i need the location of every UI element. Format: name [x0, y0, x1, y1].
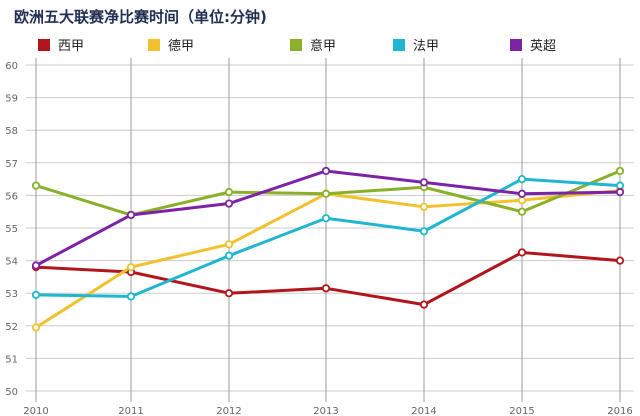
x-tick-label: 2014	[411, 406, 436, 416]
data-point	[31, 290, 41, 299]
vertical-grid	[35, 58, 621, 402]
legend: 西甲 德甲 意甲 法甲 英超	[38, 38, 556, 54]
x-tick-label: 2010	[23, 406, 48, 416]
data-point	[31, 323, 41, 332]
legend-item: 英超	[510, 39, 556, 54]
chart-title: 欧洲五大联赛净比赛时间（单位:分钟)	[14, 8, 267, 26]
legend-label: 德甲	[168, 39, 194, 54]
legend-label: 意甲	[310, 38, 336, 54]
data-point	[517, 189, 527, 198]
data-point	[321, 189, 331, 198]
data-point	[419, 300, 429, 309]
legend-swatch	[510, 39, 522, 51]
x-tick-label: 2011	[118, 406, 143, 416]
data-point	[615, 181, 625, 190]
data-point	[615, 188, 625, 197]
data-point	[31, 181, 41, 190]
series-法甲	[31, 175, 625, 301]
y-tick-label: 50	[5, 387, 18, 398]
series-英超	[31, 166, 625, 270]
data-point	[126, 263, 136, 272]
horizontal-grid	[26, 64, 634, 392]
data-point	[419, 227, 429, 236]
data-point	[224, 251, 234, 260]
y-tick-label: 59	[5, 94, 18, 105]
data-point	[517, 207, 527, 216]
data-point	[321, 214, 331, 223]
series-德甲	[31, 186, 625, 332]
series-西甲	[31, 248, 625, 309]
x-tick-label: 2016	[607, 406, 632, 416]
data-point	[224, 199, 234, 208]
data-point	[615, 166, 625, 176]
data-point	[224, 289, 234, 298]
legend-swatch	[290, 39, 302, 51]
legend-swatch	[148, 39, 160, 51]
y-tick-label: 51	[5, 354, 18, 365]
series-layer	[31, 166, 625, 332]
legend-label: 西甲	[58, 39, 84, 54]
legend-label: 英超	[530, 39, 556, 54]
legend-item: 西甲	[38, 39, 84, 54]
data-point	[31, 261, 41, 270]
y-tick-label: 53	[5, 289, 18, 300]
y-tick-label: 57	[5, 159, 18, 170]
y-tick-label: 56	[5, 191, 18, 202]
x-tick-label: 2012	[216, 406, 241, 416]
data-point	[321, 166, 331, 176]
legend-item: 法甲	[393, 39, 439, 54]
x-tick-label: 2013	[313, 406, 338, 416]
data-point	[224, 188, 234, 197]
y-tick-label: 52	[5, 322, 18, 333]
data-point	[517, 248, 527, 257]
data-point	[419, 202, 429, 211]
data-point	[517, 175, 527, 184]
data-point	[321, 284, 331, 293]
legend-swatch	[393, 39, 405, 51]
y-axis-ticks: 50 51 52 53 54 55 56 57 58 59 60	[5, 61, 18, 398]
series-line	[34, 189, 622, 329]
y-tick-label: 55	[5, 224, 18, 235]
x-tick-label: 2015	[509, 406, 534, 416]
y-tick-label: 54	[5, 257, 18, 268]
data-point	[419, 178, 429, 187]
legend-item: 德甲	[148, 39, 194, 54]
data-point	[126, 292, 136, 301]
y-tick-label: 60	[5, 61, 18, 72]
y-tick-label: 58	[5, 126, 18, 137]
legend-label: 法甲	[413, 39, 439, 54]
data-point	[126, 210, 136, 220]
data-point	[517, 196, 527, 205]
legend-item: 意甲	[290, 38, 336, 54]
data-point	[224, 240, 234, 249]
legend-swatch	[38, 39, 50, 51]
data-point	[615, 256, 625, 265]
x-axis-ticks: 2010 2011 2012 2013 2014 2015 2016	[23, 406, 632, 416]
